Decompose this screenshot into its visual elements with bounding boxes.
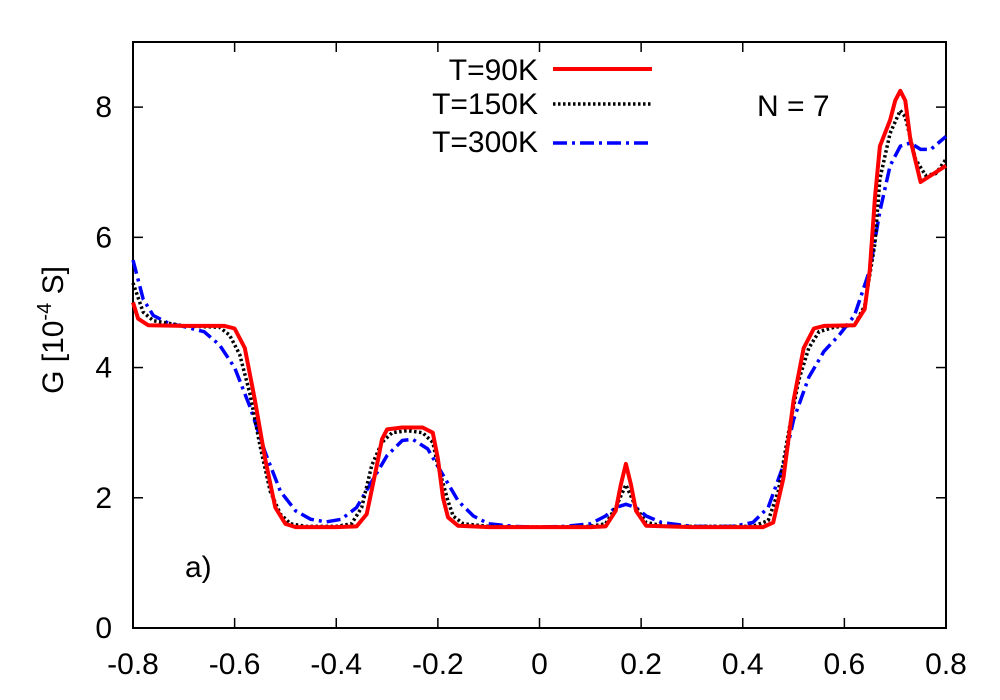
ticks-layer: -0.8 -0.6 -0.4 -0.2 0 0.2 0.4 0.6 0.8 0 2 4 6 8 bbox=[95, 42, 967, 681]
plot-frame bbox=[132, 41, 947, 629]
y-tick-label: 4 bbox=[95, 352, 112, 385]
series-layer bbox=[131, 88, 948, 530]
legend-label-t90: T=90K bbox=[449, 54, 538, 87]
x-tick-label: 0.6 bbox=[824, 648, 866, 681]
y-axis-label-main: G [10 bbox=[37, 321, 70, 394]
y-axis-label-unit: S] bbox=[37, 266, 70, 303]
x-tick-label: -0.8 bbox=[107, 648, 159, 681]
x-tick-label: 0.2 bbox=[620, 648, 662, 681]
y-tick-label: 6 bbox=[95, 221, 112, 254]
legend-label-t300: T=300K bbox=[432, 126, 538, 159]
series-line-t-150k bbox=[131, 108, 948, 529]
legend-label-t150: T=150K bbox=[432, 88, 538, 121]
y-axis-label-exponent: -4 bbox=[34, 303, 56, 321]
y-tick-label: 8 bbox=[95, 91, 112, 124]
series-line-t-90k bbox=[131, 88, 948, 530]
y-tick-label: 2 bbox=[95, 482, 112, 515]
x-tick-label: -0.4 bbox=[310, 648, 362, 681]
x-tick-label: -0.2 bbox=[412, 648, 464, 681]
legend: T=90K T=150K T=300K bbox=[432, 54, 652, 159]
n-label: N = 7 bbox=[757, 90, 830, 123]
x-tick-label: 0.4 bbox=[722, 648, 764, 681]
panel-label: a) bbox=[185, 551, 212, 584]
y-tick-label: 0 bbox=[95, 612, 112, 645]
y-axis-label: G [10-4 S] bbox=[34, 266, 70, 394]
x-tick-label: -0.6 bbox=[209, 648, 261, 681]
series-line-t-300k bbox=[131, 135, 948, 529]
x-tick-label: 0 bbox=[531, 648, 548, 681]
x-tick-label: 0.8 bbox=[925, 648, 967, 681]
